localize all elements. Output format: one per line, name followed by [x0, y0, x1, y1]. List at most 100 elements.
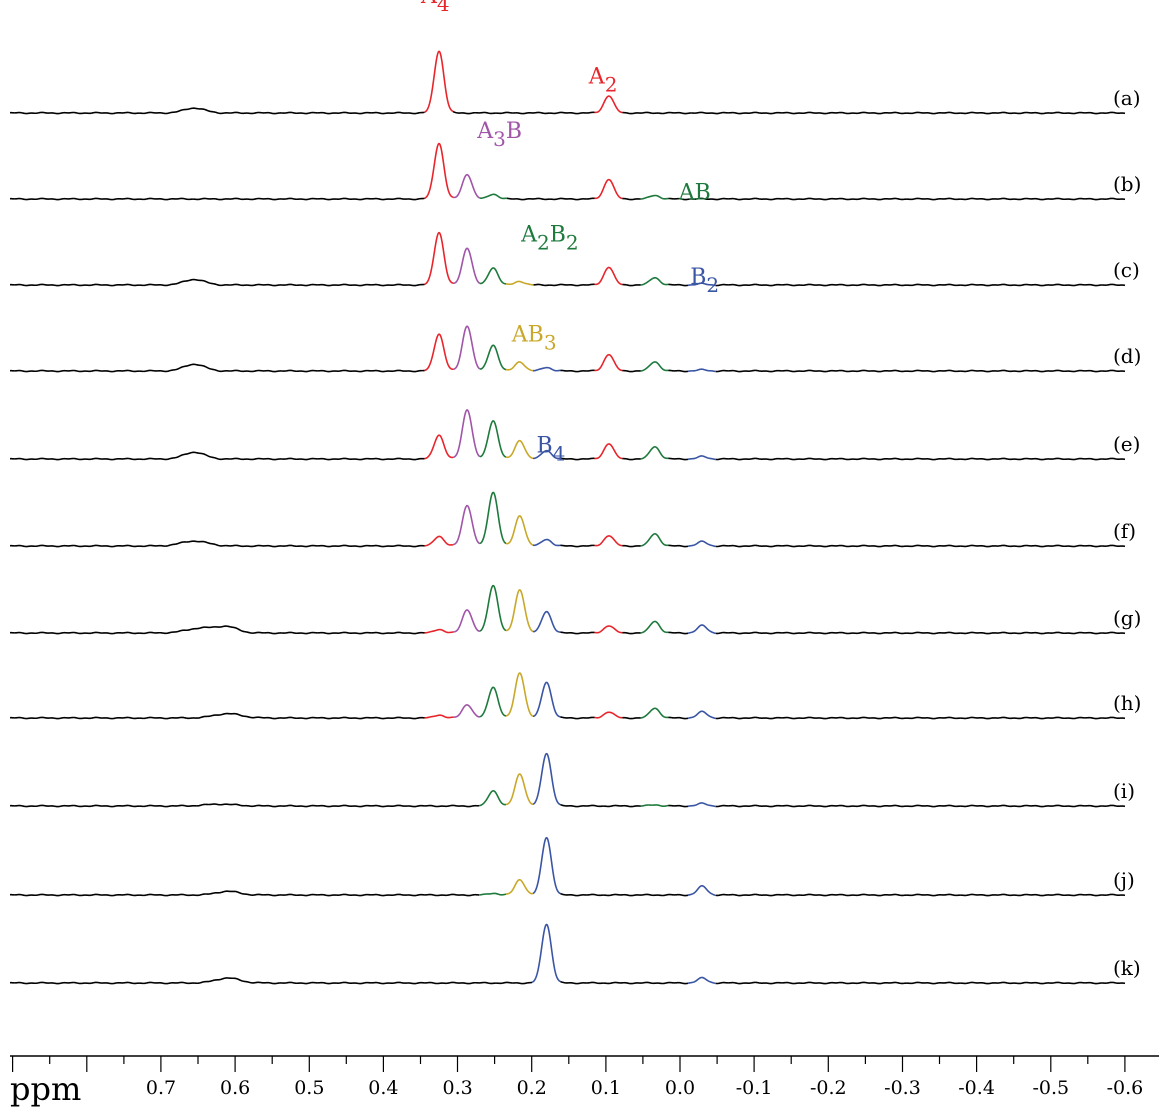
- spectrum-segment: [9, 107, 425, 115]
- spectrum-segment: [594, 625, 623, 634]
- x-tick-label: -0.3: [884, 1077, 921, 1099]
- x-tick-label: 0.3: [442, 1077, 472, 1099]
- spectrum-segment: [668, 369, 689, 373]
- spectrum-segment: [715, 893, 1126, 897]
- peak-label: B4: [537, 433, 566, 465]
- x-tick-label: -0.2: [810, 1077, 847, 1099]
- trace-label: (a): [1113, 86, 1141, 110]
- spectrum-segment: [715, 369, 1126, 373]
- spectrum-segment: [532, 366, 561, 372]
- spectrum-segment: [715, 631, 1126, 635]
- spectrum-segment: [560, 980, 689, 985]
- spectrum-segment: [594, 266, 623, 286]
- spectrum-segment: [506, 197, 595, 201]
- spectrum-segment: [479, 491, 507, 545]
- spectrum-segment: [505, 280, 534, 286]
- spectrum-segment: [532, 538, 561, 547]
- spectrum-segment: [9, 540, 425, 548]
- spectrum-segment: [687, 884, 717, 897]
- spectrum-segment: [687, 368, 717, 373]
- spectrum-segment: [594, 443, 623, 460]
- x-tick-label: 0.0: [665, 1077, 695, 1099]
- peak-label: AB3: [511, 323, 557, 355]
- spectrum-segment: [505, 878, 534, 895]
- spectrum-segment: [668, 283, 689, 287]
- spectrum-segment: [533, 283, 595, 287]
- spectrum-segment: [424, 231, 454, 286]
- x-axis: 0.7 0.6 0.5 0.4 0.3 0.2 0.1 0.0 -0.1 -0.2 -0.3 -0.4…: [10, 1055, 1159, 1108]
- spectrum-segment: [9, 712, 425, 720]
- spectrum-segment: [687, 540, 717, 548]
- spectrum-segment: [640, 804, 669, 808]
- spectrum-trace: [9, 409, 1126, 461]
- spectrum-segment: [687, 976, 717, 985]
- spectrum-segment: [505, 439, 534, 460]
- spectrum-segment: [640, 620, 669, 634]
- x-tick-label: 0.6: [220, 1077, 250, 1099]
- spectrum-segment: [452, 110, 595, 115]
- spectrum-segment: [560, 803, 641, 808]
- spectrum-segment: [532, 681, 561, 718]
- trace-label: (b): [1113, 172, 1141, 196]
- spectrum-segment: [505, 589, 534, 633]
- spectrum-segment: [9, 197, 425, 201]
- spectrum-segment: [424, 50, 454, 113]
- peak-labels: A4 A2 A3B AB A2B2 B2 AB3 B4: [420, 0, 719, 465]
- spectrum-segment: [715, 544, 1126, 548]
- peak-label: A2: [588, 65, 618, 97]
- spectrum-segment: [560, 716, 595, 720]
- spectrum-trace: [9, 142, 1126, 201]
- spectrum-segment: [622, 457, 641, 461]
- spectrum-segment: [640, 707, 669, 719]
- spectrum-segment: [594, 353, 623, 372]
- spectrum-segment: [424, 434, 454, 460]
- spectrum-segment: [479, 193, 508, 200]
- spectrum-segment: [594, 535, 623, 547]
- spectrum-segment: [424, 333, 454, 372]
- spectrum-segment: [622, 197, 641, 201]
- spectrum-segment: [715, 457, 1126, 461]
- spectrum-trace: [9, 231, 1126, 287]
- trace-label: (c): [1113, 258, 1140, 282]
- spectrum-segment: [505, 672, 534, 717]
- x-axis-tick-labels: 0.7 0.6 0.5 0.4 0.3 0.2 0.1 0.0 -0.1 -0.2 -0.3 -0.4…: [146, 1077, 1143, 1099]
- spectrum-segment: [560, 544, 595, 548]
- spectrum-traces: [9, 50, 1126, 985]
- spectrum-segment: [668, 631, 689, 635]
- trace-label: (d): [1113, 344, 1141, 368]
- spectrum-trace: [9, 491, 1126, 548]
- spectrum-segment: [479, 686, 507, 718]
- spectrum-trace: [9, 50, 1126, 115]
- spectrum-segment: [9, 890, 480, 897]
- spectrum-segment: [532, 449, 561, 460]
- spectrum-segment: [424, 714, 454, 719]
- spectrum-segment: [532, 752, 561, 806]
- x-axis-unit-label: ppm: [10, 1070, 81, 1108]
- spectrum-segment: [9, 625, 425, 635]
- spectrum-segment: [479, 420, 507, 458]
- spectrum-segment: [622, 283, 641, 287]
- spectrum-segment: [687, 802, 717, 808]
- spectrum-segment: [9, 363, 425, 373]
- spectrum-segment: [478, 892, 507, 896]
- spectrum-segment: [668, 716, 689, 720]
- spectrum-segment: [594, 711, 623, 719]
- spectrum-segment: [479, 267, 507, 285]
- trace-label: (k): [1113, 956, 1141, 980]
- spectrum-segment: [640, 361, 669, 372]
- spectrum-segment: [640, 533, 669, 547]
- spectrum-segment: [452, 325, 481, 371]
- spectrum-trace: [9, 584, 1126, 635]
- spectrum-segment: [532, 836, 561, 895]
- trace-labels: (a) (b) (c) (d) (e) (f) (g) (h) (i) (j) (k): [1113, 86, 1142, 980]
- peak-label: A4: [420, 0, 450, 16]
- spectrum-segment: [478, 790, 507, 807]
- spectrum-segment: [594, 178, 623, 200]
- x-axis-ticks: [12, 1056, 1126, 1072]
- x-tick-label: 0.1: [591, 1077, 621, 1099]
- spectrum-trace: [9, 836, 1126, 897]
- spectrum-segment: [668, 197, 1126, 201]
- spectrum-segment: [622, 631, 641, 635]
- spectrum-segment: [424, 628, 454, 634]
